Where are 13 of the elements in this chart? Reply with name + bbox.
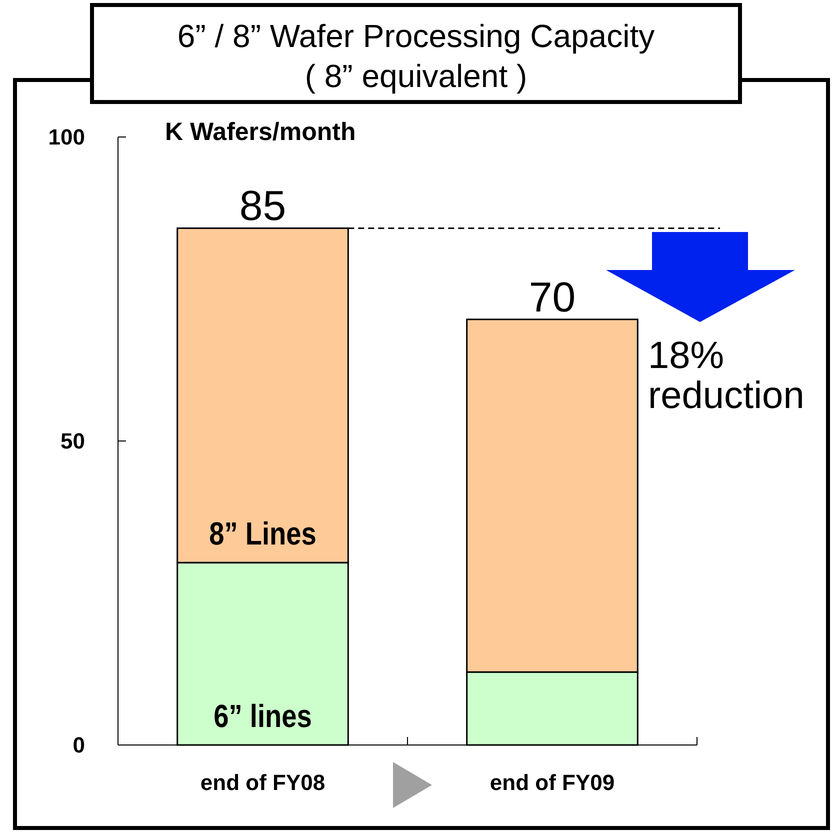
chart-subtitle: ( 8” equivalent )	[304, 58, 528, 94]
total-label: 85	[239, 182, 286, 230]
y-tick-label: 100	[48, 124, 85, 150]
y-tick-label: 0	[72, 732, 85, 758]
y-axis-title: K Wafers/month	[165, 118, 356, 146]
chart-title: 6” / 8” Wafer Processing Capacity	[177, 18, 655, 54]
series-label: 8” Lines	[209, 516, 316, 552]
total-label: 70	[528, 273, 576, 320]
series-label: 6” lines	[214, 698, 312, 735]
y-tick-label: 50	[60, 428, 85, 454]
annotation: 18% reduction	[648, 335, 804, 417]
x-tick-label: end of FY09	[490, 770, 615, 795]
x-tick-label: end of FY08	[200, 770, 326, 795]
